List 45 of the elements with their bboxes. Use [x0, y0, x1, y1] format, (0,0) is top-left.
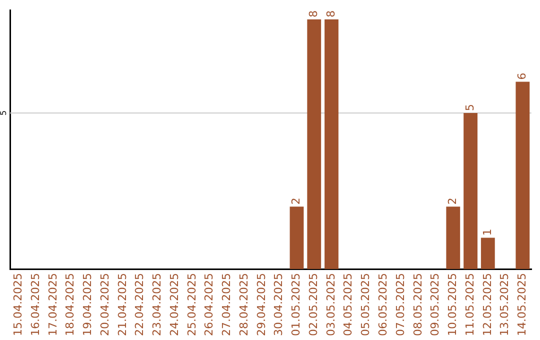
data-label: 8	[324, 10, 338, 18]
x-tick-label: 04.05.2025	[342, 273, 355, 336]
x-tick-label: 02.05.2025	[306, 273, 320, 336]
x-tick-label: 24.04.2025	[168, 273, 181, 336]
x-tick-label: 18.04.2025	[64, 273, 77, 336]
x-tick-label: 06.05.2025	[376, 273, 390, 336]
data-label: 1	[480, 228, 494, 236]
x-tick-label: 07.05.2025	[394, 273, 407, 336]
x-tick-label: 19.04.2025	[81, 273, 94, 336]
bar	[516, 82, 530, 270]
bar	[480, 238, 495, 270]
x-tick-label: 01.05.2025	[290, 273, 303, 336]
bar	[290, 206, 304, 270]
x-tick-label: 15.04.2025	[12, 273, 25, 336]
bar	[464, 112, 478, 270]
x-tick-label: 23.04.2025	[150, 273, 164, 336]
x-tick-label: 20.04.2025	[98, 273, 112, 336]
x-tick-label: 30.04.2025	[272, 273, 286, 336]
ref-line-label: 5	[0, 110, 8, 116]
x-tick-label: 11.05.2025	[463, 273, 476, 336]
x-tick-label: 26.04.2025	[202, 273, 216, 336]
bar	[446, 206, 460, 270]
x-tick-label: 13.05.2025	[498, 273, 512, 336]
x-tick-label: 28.04.2025	[237, 273, 250, 336]
data-label: 2	[446, 198, 460, 205]
x-tick-label: 03.05.2025	[324, 273, 338, 336]
x-tick-label: 05.05.2025	[359, 273, 372, 336]
x-tick-label: 08.05.2025	[411, 273, 424, 336]
x-tick-label: 14.05.2025	[516, 273, 529, 336]
x-tick-label: 27.04.2025	[220, 273, 234, 336]
x-tick-label: 12.05.2025	[480, 273, 494, 336]
bar	[307, 19, 322, 270]
x-tick-label: 09.05.2025	[428, 273, 442, 336]
x-tick-label: 29.04.2025	[254, 273, 268, 336]
data-label: 5	[463, 104, 476, 111]
x-tick-label: 10.05.2025	[446, 273, 460, 336]
x-tick-label: 22.04.2025	[133, 273, 146, 336]
x-tick-label: 17.04.2025	[46, 273, 60, 336]
x-tick-label: 25.04.2025	[185, 273, 198, 336]
data-label: 6	[516, 72, 529, 80]
data-label: 8	[306, 10, 320, 18]
data-label: 2	[290, 198, 303, 205]
x-tick-label: 16.04.2025	[28, 273, 42, 336]
x-tick-label: 21.04.2025	[116, 273, 129, 336]
bar	[324, 19, 338, 270]
